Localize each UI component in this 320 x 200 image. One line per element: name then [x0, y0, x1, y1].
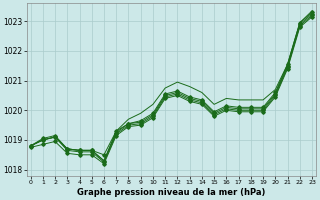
X-axis label: Graphe pression niveau de la mer (hPa): Graphe pression niveau de la mer (hPa) [77, 188, 266, 197]
